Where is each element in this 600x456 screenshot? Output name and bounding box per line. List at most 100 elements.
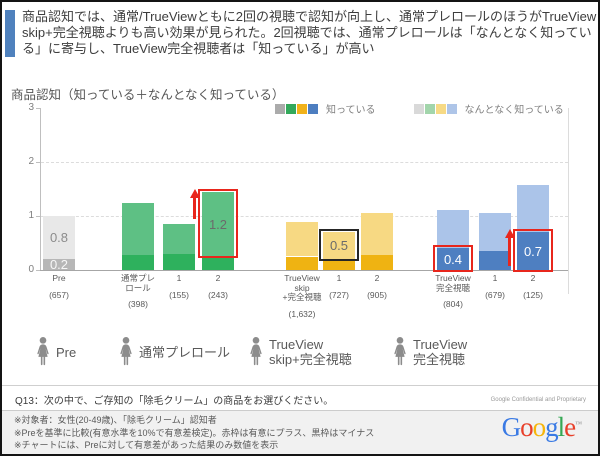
x-tick: 2 (243) [181,273,255,300]
bar-segment-know [202,256,234,270]
x-tick: 1 (679) [458,273,532,300]
footer-divider [2,385,598,386]
bar-segment-know [163,253,195,270]
audience-group: TrueView skip+完全視聴 [248,336,352,368]
significance-outline-red [198,188,238,259]
x-tick: 2 (905) [340,273,414,300]
audience-group: TrueView 完全視聴 [392,336,467,368]
x-tick: 1 (727) [302,273,376,299]
bar-segment-know [479,251,511,270]
x-axis-line [40,270,568,271]
audience-group: Pre [35,336,76,368]
sample-size: (398) [128,299,148,309]
sample-size: (155) [169,289,189,300]
note-line: ※Preを基準に比較(有意水準を10%で有意差検定)。赤枠は有意にプラス、黒枠は… [14,427,375,438]
bar-segment-know: 0.2 [43,257,75,272]
notes-band: ※対象者：女性(20-49歳)、「除毛クリーム」認知者 ※Preを基準に比較(有… [2,410,598,454]
x-tick-label: 2 [530,273,536,283]
title-accent-bar [5,10,15,57]
arrow-head [504,229,515,239]
gridline [41,162,568,163]
y-axis-line [40,108,41,270]
legend-swatch [435,103,446,114]
bar-segment-know [286,256,318,270]
female-person-icon [37,337,49,366]
sample-size: (657) [49,289,69,300]
x-tick-label: 2 [374,273,380,283]
bar-segment-somewhat-know [122,202,154,256]
bar-segment-somewhat-know: 1.2 [202,191,234,257]
bar-segment-somewhat-know [517,184,549,233]
significance-outline-black [319,229,359,262]
logo-letter: l [557,412,565,442]
increase-arrow-icon [504,229,515,266]
logo-trademark: ™ [575,420,582,428]
bar-segment-somewhat-know [163,224,195,254]
increase-arrow-icon [189,188,200,219]
female-person-icon [250,337,262,366]
slide-title: 商品認知では、通常/TrueViewともに2回の視聴で認知が向上し、通常プレロー… [22,9,597,56]
y-tick-mark [36,270,40,271]
logo-letter: o [520,412,533,442]
legend-swatch [286,103,296,114]
legend-swatches [275,103,318,114]
x-tick: Pre (657) [22,273,96,300]
legend-label: 知っている [326,105,376,116]
y-tick-label: 2 [28,156,34,167]
audience-label: TrueView skip+完全視聴 [269,337,352,367]
legend-swatch [413,103,424,114]
x-tick-label: 2 [215,273,221,283]
audience-label: TrueView 完全視聴 [413,337,468,367]
note-line: ※チャートには、Preに対して有意差があった結果のみ数値を表示 [14,440,279,450]
bar-segment-know [323,259,355,270]
legend-swatches [413,103,457,114]
x-tick: 1 (155) [142,273,216,300]
sample-size: (1,632) [288,308,316,319]
legend-swatch [308,103,318,114]
x-tick: 2 (125) [496,273,570,300]
sample-size: (804) [443,299,463,309]
bar-segment-somewhat-know [437,209,469,249]
bar-segment-somewhat-know [361,213,393,256]
significance-outline-red [433,245,473,272]
bar-segment-somewhat-know [286,222,318,257]
legend-swatch [446,103,457,114]
logo-letter: e [564,412,576,442]
x-tick-label: TrueView 完全視聴 [435,273,471,293]
x-tick: 通常プレ ロール (398) [101,273,175,309]
legend-swatch [275,103,285,114]
question-text: Q13：次の中で、ご存知の「除毛クリーム」の商品をお選びください。 [15,396,334,407]
sample-size: (905) [367,289,387,300]
arrow-shaft [193,197,196,219]
gridline [41,216,568,217]
x-tick-label: 1 [176,273,182,283]
bar-segment-somewhat-know: 0.5 [323,232,355,260]
plot-right-border [568,108,569,294]
logo-letter: o [532,412,546,442]
legend-swatch [424,103,435,114]
sample-size: (125) [523,289,543,300]
bar-segment-know: 0.4 [437,248,469,270]
y-tick-label: 3 [28,102,34,113]
notes-text: ※対象者：女性(20-49歳)、「除毛クリーム」認知者 ※Preを基準に比較(有… [14,414,374,452]
x-tick: TrueView 完全視聴 (804) [416,273,490,309]
audience-group: 通常プレロール [118,336,230,368]
y-tick-mark [36,108,40,109]
bar-segment-know: 0.7 [517,232,549,270]
x-tick-label: Pre [52,273,66,283]
y-tick-label: 1 [28,210,34,221]
x-tick-label: TrueView skip +完全視聴 [282,273,322,302]
female-person-icon [394,337,406,366]
bar-segment-somewhat-know: 0.8 [43,216,75,260]
audience-label: Pre [56,344,77,360]
arrow-head [189,188,200,198]
sample-size: (243) [208,289,228,300]
legend-group: なんとなく知っている [413,101,564,116]
sample-size: (679) [485,289,505,300]
x-tick: TrueView skip +完全視聴 (1,632) [265,273,339,319]
chart-title: 商品認知（知っている＋なんとなく知っている） [11,88,285,102]
chart-legend: 知っている なんとなく知っている [275,101,564,116]
legend-swatch [297,103,307,114]
